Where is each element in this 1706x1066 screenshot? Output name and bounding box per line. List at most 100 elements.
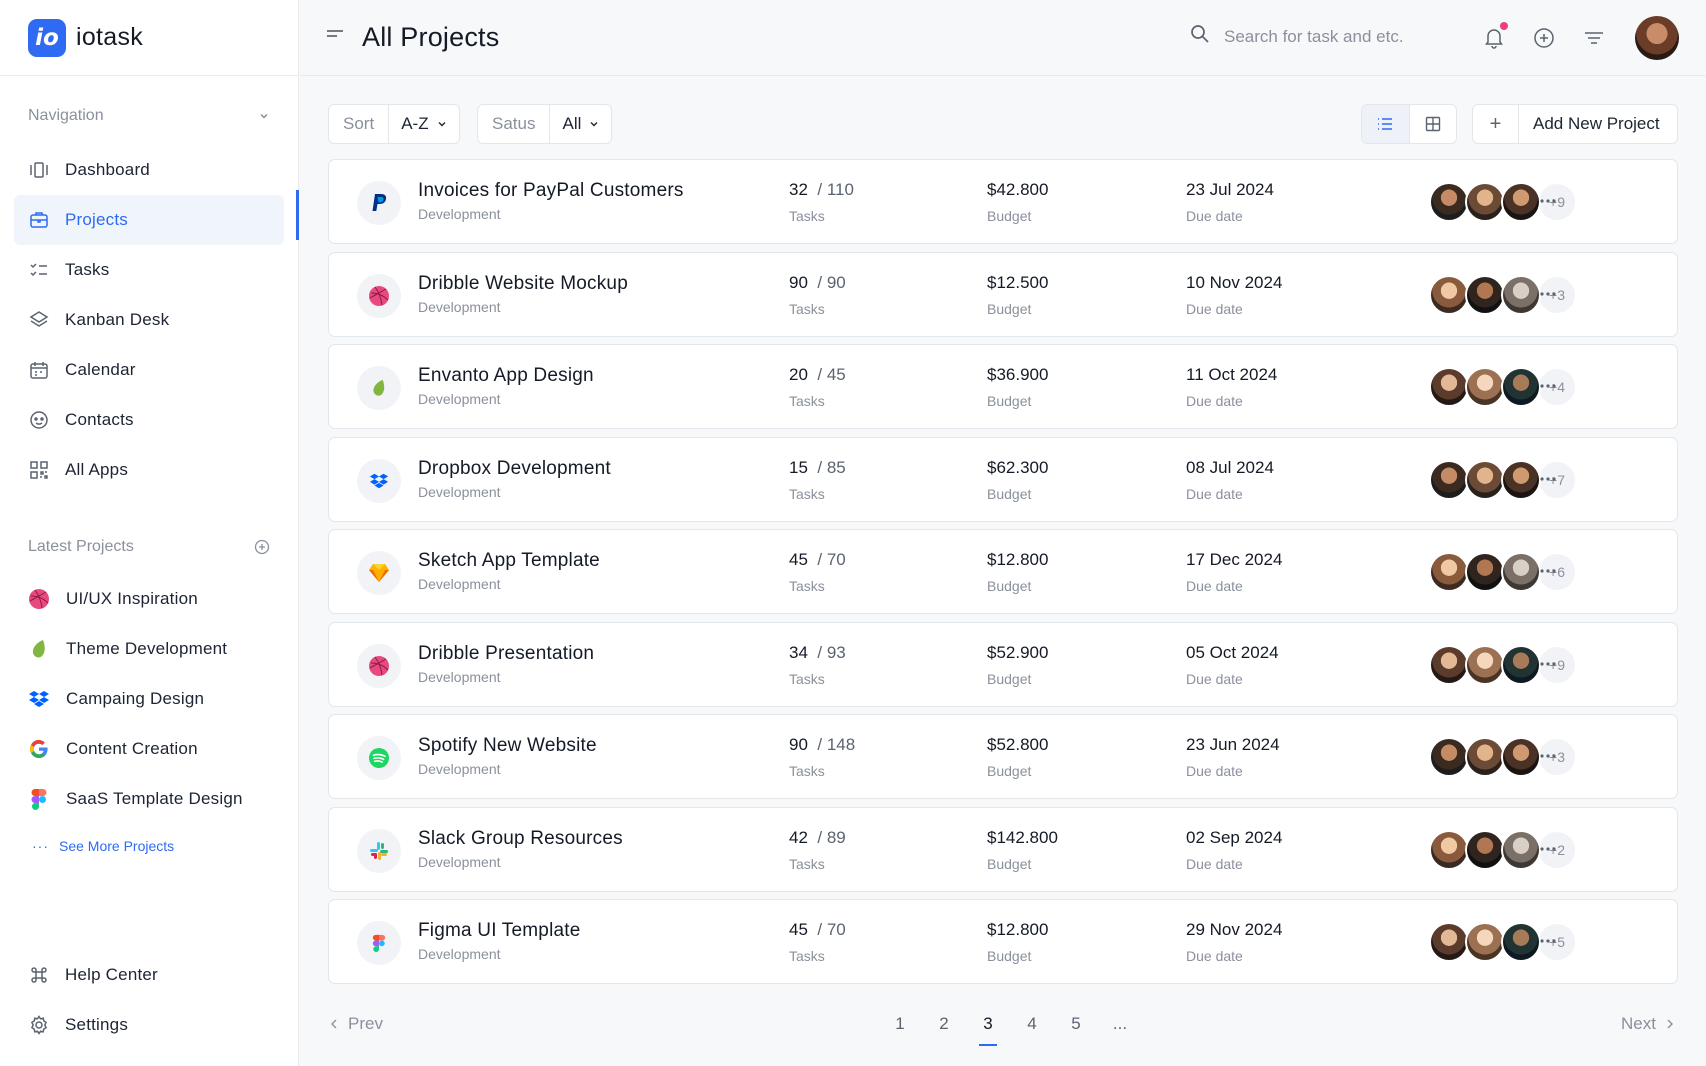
due-date-label: Due date	[1186, 208, 1243, 224]
filter-button[interactable]	[1582, 26, 1606, 50]
project-row[interactable]: Dribble Website Mockup Development 90 / …	[328, 251, 1678, 337]
member-avatar[interactable]	[1429, 644, 1469, 685]
member-avatar[interactable]	[1465, 644, 1505, 685]
sidebar-item-dashboard[interactable]: Dashboard	[0, 145, 298, 195]
member-avatar[interactable]	[1429, 737, 1469, 777]
add-new-project-button[interactable]: + Add New Project	[1472, 104, 1678, 144]
page-ellipsis[interactable]: ...	[1112, 1014, 1128, 1033]
more-members-badge[interactable]: +4	[1537, 367, 1577, 407]
member-avatar[interactable]	[1465, 367, 1505, 407]
project-name[interactable]: Figma UI Template	[418, 920, 581, 941]
project-name[interactable]: Dribble Presentation	[418, 642, 595, 664]
sort-value-wrap: A-Z	[389, 114, 458, 134]
status-dropdown[interactable]: Satus All	[477, 104, 613, 144]
member-avatar[interactable]	[1501, 829, 1541, 870]
latest-project-campaign[interactable]: Campaing Design	[0, 674, 298, 724]
project-name[interactable]: Invoices for PayPal Customers	[418, 180, 684, 201]
more-options-button[interactable]	[1533, 926, 1563, 956]
sidebar-item-all-apps[interactable]: All Apps	[0, 445, 298, 495]
latest-project-ui-ux[interactable]: UI/UX Inspiration	[0, 574, 298, 624]
member-avatar[interactable]	[1465, 274, 1505, 315]
member-avatar[interactable]	[1501, 737, 1541, 777]
member-avatar[interactable]	[1429, 459, 1469, 500]
add-circle-icon[interactable]	[254, 539, 270, 555]
grid-view-button[interactable]	[1410, 105, 1457, 143]
see-more-projects-link[interactable]: ··· See More Projects	[0, 834, 298, 858]
page-number[interactable]: 4	[1027, 1014, 1037, 1033]
sidebar-item-kanban[interactable]: Kanban Desk	[0, 295, 298, 345]
next-page-button[interactable]: Next	[1621, 1014, 1674, 1034]
member-avatar[interactable]	[1501, 274, 1541, 315]
page-number[interactable]: 1	[895, 1014, 905, 1033]
sidebar-item-calendar[interactable]: Calendar	[0, 345, 298, 395]
add-button[interactable]	[1532, 26, 1556, 50]
member-avatar[interactable]	[1465, 459, 1505, 500]
team-avatars: +7	[1429, 459, 1577, 500]
project-row[interactable]: Slack Group Resources Development 42 / 8…	[328, 806, 1678, 892]
sidebar-item-settings[interactable]: Settings	[0, 1000, 298, 1050]
member-avatar[interactable]	[1429, 922, 1469, 962]
more-members-badge[interactable]: +5	[1537, 922, 1577, 962]
member-avatar[interactable]	[1465, 552, 1505, 592]
list-view-button[interactable]	[1362, 105, 1410, 143]
prev-page-button[interactable]: Prev	[330, 1014, 383, 1034]
member-avatar[interactable]	[1429, 274, 1469, 315]
navigation-section-header[interactable]: Navigation	[0, 104, 298, 128]
member-avatar[interactable]	[1429, 829, 1469, 870]
latest-project-theme[interactable]: Theme Development	[0, 624, 298, 674]
member-avatar[interactable]	[1501, 182, 1541, 222]
sidebar-item-contacts[interactable]: Contacts	[0, 395, 298, 445]
member-avatar[interactable]	[1465, 829, 1505, 870]
page-number[interactable]: 2	[939, 1014, 949, 1033]
project-row[interactable]: Figma UI Template Development 45 / 70 Ta…	[328, 899, 1678, 984]
member-avatar[interactable]	[1429, 182, 1469, 222]
more-options-button[interactable]	[1533, 834, 1563, 864]
member-avatar[interactable]	[1465, 922, 1505, 962]
member-avatar[interactable]	[1501, 922, 1541, 962]
project-name[interactable]: Spotify New Website	[418, 735, 597, 756]
more-options-button[interactable]	[1533, 464, 1563, 494]
member-avatar[interactable]	[1501, 459, 1541, 500]
member-avatar[interactable]	[1501, 552, 1541, 592]
page-number[interactable]: 5	[1071, 1014, 1081, 1033]
more-members-badge[interactable]: +7	[1537, 459, 1577, 500]
more-options-button[interactable]	[1533, 741, 1563, 771]
project-row[interactable]: Invoices for PayPal Customers Developmen…	[328, 159, 1678, 244]
tasks-done: 42	[789, 827, 808, 847]
avatar[interactable]	[1635, 16, 1679, 60]
notifications-button[interactable]	[1482, 22, 1508, 50]
project-name[interactable]: Dropbox Development	[418, 457, 611, 479]
member-avatar[interactable]	[1465, 737, 1505, 777]
sidebar-item-projects[interactable]: Projects	[14, 195, 284, 245]
latest-project-saas[interactable]: SaaS Template Design	[0, 774, 298, 824]
more-options-button[interactable]	[1533, 371, 1563, 401]
project-row[interactable]: Dribble Presentation Development 34 / 93…	[328, 621, 1678, 707]
more-options-button[interactable]	[1533, 556, 1563, 586]
project-row[interactable]: Sketch App Template Development 45 / 70 …	[328, 529, 1678, 614]
project-row[interactable]: Spotify New Website Development 90 / 148…	[328, 714, 1678, 799]
more-members-badge[interactable]: +3	[1537, 274, 1577, 315]
project-name[interactable]: Dribble Website Mockup	[418, 272, 628, 294]
project-row[interactable]: Envanto App Design Development 20 / 45 T…	[328, 344, 1678, 429]
member-avatar[interactable]	[1429, 552, 1469, 592]
member-avatar[interactable]	[1465, 182, 1505, 222]
project-row[interactable]: Dropbox Development Development 15 / 85 …	[328, 436, 1678, 522]
more-options-button[interactable]	[1533, 279, 1563, 309]
page-number[interactable]: 3	[966, 1014, 1010, 1046]
menu-toggle-icon[interactable]	[326, 28, 344, 47]
sort-dropdown[interactable]: Sort A-Z	[328, 104, 460, 144]
latest-project-content[interactable]: Content Creation	[0, 724, 298, 774]
project-name[interactable]: Slack Group Resources	[418, 827, 623, 849]
more-options-button[interactable]	[1533, 186, 1563, 216]
member-avatar[interactable]	[1501, 367, 1541, 407]
search-input[interactable]: Search for task and etc.	[1224, 26, 1404, 46]
project-name[interactable]: Envanto App Design	[418, 365, 594, 386]
member-avatar[interactable]	[1429, 367, 1469, 407]
more-options-button[interactable]	[1533, 649, 1563, 679]
project-name[interactable]: Sketch App Template	[418, 550, 600, 571]
search-bar[interactable]: Search for task and etc.	[1190, 24, 1404, 49]
member-avatar[interactable]	[1501, 644, 1541, 685]
sidebar-item-help-center[interactable]: Help Center	[0, 950, 298, 1000]
brand[interactable]: io iotask	[0, 0, 298, 76]
sidebar-item-tasks[interactable]: Tasks	[0, 245, 298, 295]
